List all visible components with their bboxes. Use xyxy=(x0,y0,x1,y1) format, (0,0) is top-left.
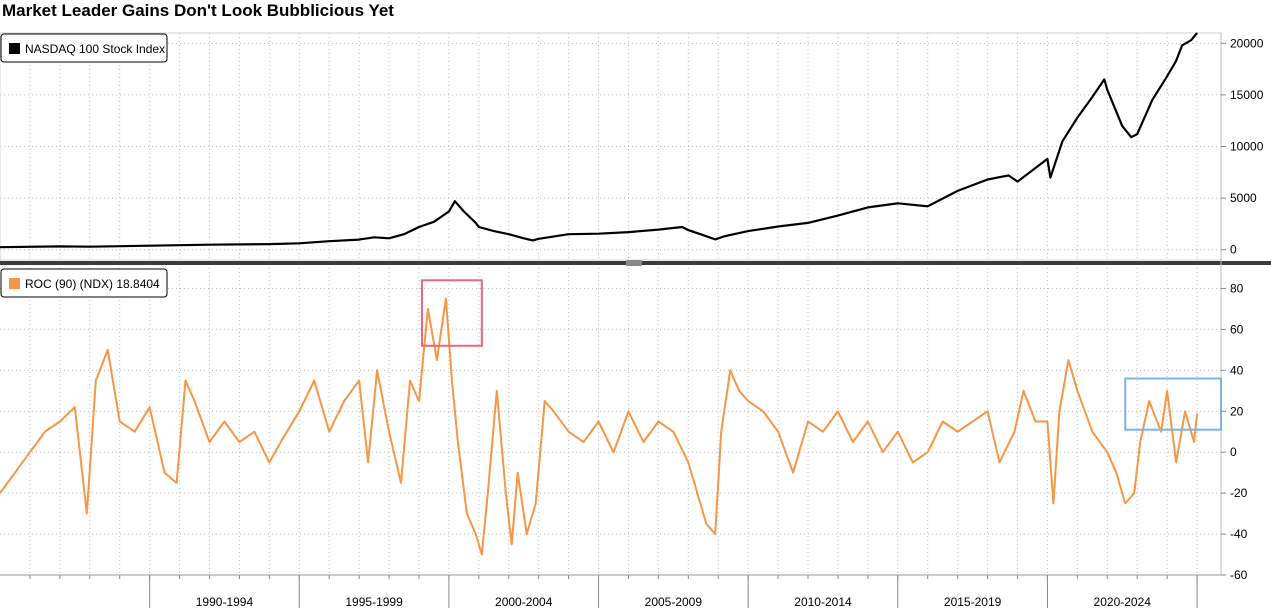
legend-roc-text: ROC (90) (NDX) 18.8404 xyxy=(25,277,160,291)
top-panel-frame xyxy=(0,32,1222,261)
x-tick-label: 1995-1999 xyxy=(345,595,403,608)
bottom-y-tick-label: 60 xyxy=(1230,322,1244,336)
x-tick-label: 2010-2014 xyxy=(794,595,852,608)
legend-layer: NASDAQ 100 Stock Index ROC (90) (NDX) 18.… xyxy=(0,33,168,298)
top-y-tick-label: 15000 xyxy=(1230,88,1264,102)
highlight-box-2024 xyxy=(1124,377,1223,431)
bottom-y-tick-label: 40 xyxy=(1230,363,1244,377)
x-tick-label: 2015-2019 xyxy=(944,595,1002,608)
legend-nasdaq: NASDAQ 100 Stock Index xyxy=(0,33,168,63)
annotation-layer xyxy=(420,279,1223,431)
bottom-y-tick-label: -40 xyxy=(1230,527,1248,541)
x-tick-label: 2005-2009 xyxy=(645,595,703,608)
divider-handle xyxy=(626,260,642,266)
legend-nasdaq-text: NASDAQ 100 Stock Index xyxy=(25,42,165,56)
bottom-y-tick-label: 80 xyxy=(1230,281,1244,295)
legend-nasdaq-box xyxy=(0,33,168,63)
top-y-tick-label: 10000 xyxy=(1230,140,1264,154)
grid-layer xyxy=(0,33,1221,576)
top-y-tick-label: 0 xyxy=(1230,243,1237,257)
bottom-y-tick-label: 20 xyxy=(1230,404,1244,418)
top-y-tick-label: 5000 xyxy=(1230,191,1257,205)
series-layer xyxy=(0,32,1199,556)
bottom-y-tick-label: -60 xyxy=(1230,568,1248,582)
axis-layer: 0 5000 10000 15000 20000 80 60 40 20 0 -20 -40 -60 19… xyxy=(29,36,1264,608)
legend-roc-box xyxy=(0,268,168,298)
legend-roc-swatch xyxy=(9,278,20,289)
x-tick-label: 1990-1994 xyxy=(196,595,254,608)
x-tick-label: 2020-2024 xyxy=(1094,595,1152,608)
legend-roc: ROC (90) (NDX) 18.8404 xyxy=(0,268,168,298)
top-y-tick-label: 20000 xyxy=(1230,36,1264,50)
highlight-box-1999-2000 xyxy=(420,279,483,347)
roc-90-line xyxy=(0,297,1199,556)
bottom-y-tick-label: -20 xyxy=(1230,486,1248,500)
x-tick-label: 2000-2004 xyxy=(495,595,553,608)
bottom-y-tick-label: 0 xyxy=(1230,445,1237,459)
legend-nasdaq-swatch xyxy=(9,43,20,54)
nasdaq-100-line xyxy=(0,32,1198,249)
chart-title: Market Leader Gains Don't Look Bubblicio… xyxy=(2,1,394,20)
